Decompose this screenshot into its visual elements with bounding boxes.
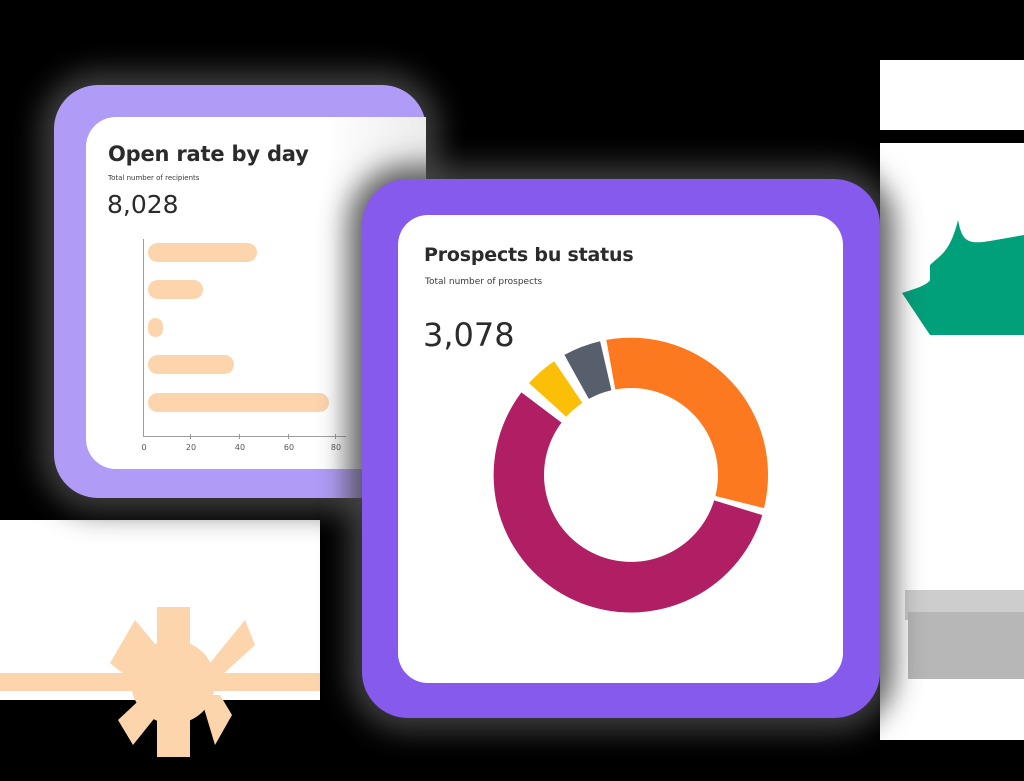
star-decoration-icon	[902, 220, 1024, 335]
open-rate-subtitle: Total number of recipients	[108, 174, 200, 182]
y-axis-line	[143, 239, 144, 437]
open-rate-value: 8,028	[107, 190, 179, 219]
x-tick	[190, 434, 191, 439]
bar-4	[148, 355, 234, 374]
x-axis-line	[143, 436, 346, 437]
x-tick-label: 80	[330, 443, 342, 452]
x-tick	[288, 434, 289, 439]
donut-segment-magenta	[493, 392, 763, 613]
bar-3	[148, 318, 163, 337]
background-band	[908, 612, 1024, 679]
x-tick-label: 0	[141, 443, 147, 452]
x-tick-label: 60	[283, 443, 295, 452]
prospects-subtitle: Total number of prospects	[425, 277, 543, 287]
prospects-value: 3,078	[423, 316, 515, 354]
donut-segment-orange	[606, 337, 769, 509]
background-band	[880, 60, 1024, 130]
background-band	[880, 740, 1024, 781]
x-tick-label: 20	[185, 443, 197, 452]
donut-segment-gray	[564, 341, 612, 399]
x-tick	[335, 434, 336, 439]
bar-5	[148, 393, 329, 412]
bar-2	[148, 280, 203, 299]
x-tick-label: 40	[234, 443, 246, 452]
prospects-donut-chart	[493, 337, 769, 613]
donut-segment-yellow	[529, 361, 583, 417]
asterisk-decoration-icon	[0, 607, 320, 757]
bar-1	[148, 243, 257, 262]
x-tick	[239, 434, 240, 439]
prospects-title: Prospects bu status	[424, 244, 634, 266]
open-rate-title: Open rate by day	[108, 142, 309, 166]
